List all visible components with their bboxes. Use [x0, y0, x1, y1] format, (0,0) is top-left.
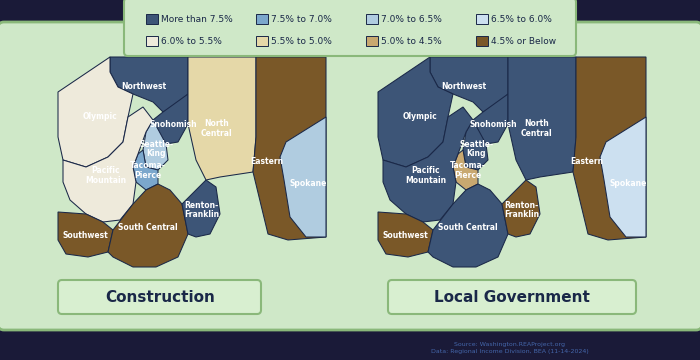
- Polygon shape: [600, 117, 646, 237]
- Polygon shape: [463, 120, 488, 170]
- Polygon shape: [143, 120, 168, 170]
- Text: 5.0% to 4.5%: 5.0% to 4.5%: [381, 36, 442, 45]
- FancyBboxPatch shape: [0, 22, 700, 330]
- Text: Renton-
Franklin: Renton- Franklin: [504, 201, 539, 219]
- Text: Southwest: Southwest: [62, 231, 108, 240]
- Text: Tacoma-
Pierce: Tacoma- Pierce: [450, 161, 486, 180]
- Text: Eastern: Eastern: [570, 158, 603, 166]
- Text: Spokane: Spokane: [609, 179, 646, 188]
- Text: Seattle-
King: Seattle- King: [459, 140, 494, 158]
- Text: 6.0% to 5.5%: 6.0% to 5.5%: [161, 36, 222, 45]
- FancyBboxPatch shape: [58, 280, 261, 314]
- Text: Local Government: Local Government: [434, 291, 590, 306]
- Polygon shape: [383, 107, 473, 222]
- Polygon shape: [508, 57, 576, 180]
- Text: Seattle-
King: Seattle- King: [139, 140, 174, 158]
- Polygon shape: [110, 57, 188, 112]
- Text: North
Central: North Central: [521, 119, 552, 138]
- Polygon shape: [58, 57, 133, 167]
- FancyBboxPatch shape: [124, 0, 576, 56]
- Polygon shape: [153, 94, 188, 144]
- Polygon shape: [58, 212, 113, 257]
- Polygon shape: [133, 150, 158, 190]
- Polygon shape: [430, 57, 508, 112]
- Polygon shape: [428, 184, 508, 267]
- Polygon shape: [502, 180, 540, 237]
- Text: 5.5% to 5.0%: 5.5% to 5.0%: [271, 36, 332, 45]
- Bar: [476, 36, 488, 46]
- Bar: [146, 36, 158, 46]
- Bar: [476, 14, 488, 24]
- Text: 4.5% or Below: 4.5% or Below: [491, 36, 556, 45]
- Polygon shape: [108, 184, 188, 267]
- Text: More than 7.5%: More than 7.5%: [161, 14, 232, 23]
- Text: Pacific
Mountain: Pacific Mountain: [405, 166, 446, 185]
- Text: Tacoma-
Pierce: Tacoma- Pierce: [130, 161, 166, 180]
- Text: Snohomish: Snohomish: [150, 120, 197, 129]
- Text: Snohomish: Snohomish: [470, 120, 517, 129]
- Text: Eastern: Eastern: [251, 158, 284, 166]
- Bar: [146, 14, 158, 24]
- Bar: [366, 36, 378, 46]
- Polygon shape: [253, 57, 326, 240]
- Bar: [366, 14, 378, 24]
- Text: Olympic: Olympic: [82, 112, 117, 121]
- Polygon shape: [573, 57, 646, 240]
- Text: 6.5% to 6.0%: 6.5% to 6.0%: [491, 14, 552, 23]
- Text: 7.0% to 6.5%: 7.0% to 6.5%: [381, 14, 442, 23]
- Text: Southwest: Southwest: [382, 231, 428, 240]
- Text: Spokane: Spokane: [289, 179, 326, 188]
- Text: South Central: South Central: [118, 224, 178, 233]
- Polygon shape: [378, 212, 433, 257]
- FancyBboxPatch shape: [388, 280, 636, 314]
- Text: Northwest: Northwest: [121, 82, 167, 91]
- Bar: [256, 14, 268, 24]
- Polygon shape: [473, 94, 508, 144]
- Text: North
Central: North Central: [201, 119, 232, 138]
- Text: 7.5% to 7.0%: 7.5% to 7.0%: [271, 14, 332, 23]
- Polygon shape: [188, 57, 256, 180]
- Text: South Central: South Central: [438, 224, 498, 233]
- Polygon shape: [63, 107, 153, 222]
- Text: Construction: Construction: [105, 291, 215, 306]
- Polygon shape: [182, 180, 220, 237]
- Text: Source: Washington.REAProject.org
Data: Regional Income Division, BEA (11-14-202: Source: Washington.REAProject.org Data: …: [431, 342, 589, 354]
- Text: Pacific
Mountain: Pacific Mountain: [85, 166, 126, 185]
- Polygon shape: [453, 150, 478, 190]
- Polygon shape: [378, 57, 453, 167]
- Text: Northwest: Northwest: [441, 82, 486, 91]
- Polygon shape: [280, 117, 326, 237]
- Bar: [256, 36, 268, 46]
- Text: Olympic: Olympic: [402, 112, 437, 121]
- Text: Renton-
Franklin: Renton- Franklin: [184, 201, 219, 219]
